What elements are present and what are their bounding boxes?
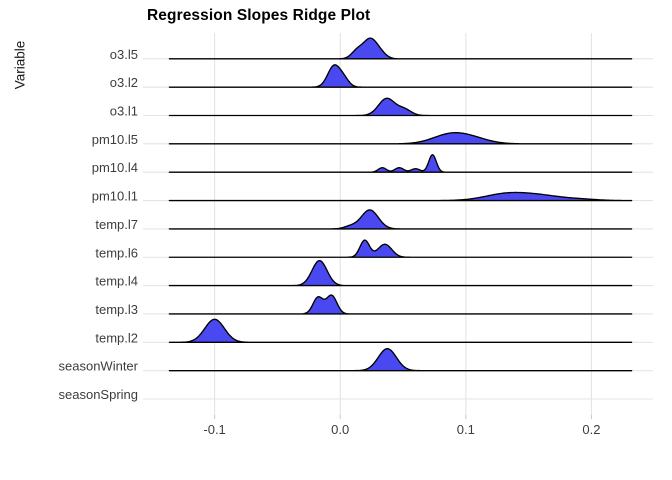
y-axis-tick-label: pm10.l4 [92,160,138,175]
x-axis-tick-label: 0.1 [457,422,475,437]
y-axis-tick-label: temp.l4 [95,274,138,289]
y-axis-tick-label: o3.l2 [110,75,138,90]
chart-title: Regression Slopes Ridge Plot [147,7,371,24]
y-axis-tick-label: temp.l3 [95,302,138,317]
x-axis-tick-label: -0.1 [203,422,225,437]
ridge-density [168,209,633,230]
y-axis-tick-label: o3.l5 [110,47,138,62]
ridge-density [168,318,633,343]
ridge-density [168,154,633,173]
x-axis-tick-label: 0.0 [331,422,349,437]
ridge-density [168,259,633,287]
ridge-density [168,294,633,315]
y-axis-tick-label: temp.l2 [95,330,138,345]
y-axis-tick-label: temp.l7 [95,217,138,232]
ridge-density [168,347,633,372]
y-axis-tick-label: o3.l1 [110,104,138,119]
y-axis-tick-label: seasonSpring [59,387,139,402]
ridge-density [168,239,633,258]
ridge-density [168,131,633,145]
y-axis-tick-label: temp.l6 [95,245,138,260]
ridge-density [168,191,633,202]
x-axis-tick-label: 0.2 [582,422,600,437]
y-axis-tick-label: seasonWinter [59,359,139,374]
y-axis-tick-label: pm10.l5 [92,132,138,147]
ridge-density [168,64,633,88]
ridge-density [168,97,633,117]
y-axis-tick-label: pm10.l1 [92,189,138,204]
ridge-density [168,37,633,60]
